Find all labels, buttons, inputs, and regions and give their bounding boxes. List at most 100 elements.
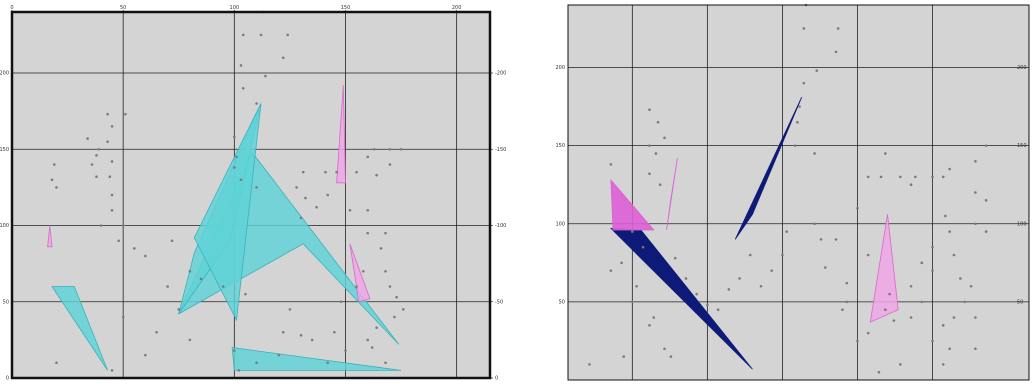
data-point (635, 284, 638, 288)
data-point (622, 355, 626, 358)
data-point (95, 154, 98, 157)
data-point (310, 338, 314, 342)
data-point (974, 316, 977, 319)
data-point (877, 370, 881, 374)
data-point (959, 277, 962, 280)
data-point (984, 199, 988, 202)
data-point (658, 183, 662, 186)
data-point (654, 152, 658, 155)
data-point (299, 334, 303, 337)
data-point (388, 163, 392, 166)
data-point (759, 284, 763, 288)
y-tick-label-right: 150 (1017, 143, 1027, 149)
data-point (259, 33, 263, 37)
cyan-polygon (231, 347, 402, 371)
data-point (384, 269, 387, 273)
data-point (931, 269, 934, 272)
data-point (241, 86, 245, 90)
data-point (384, 361, 387, 365)
data-point (963, 300, 966, 304)
left-scatter-chart: 0 50 100 150 200 0 50 100 150 200 0 -50 -100 -150 -200 (0, 5, 506, 382)
data-point (90, 163, 94, 166)
data-point (952, 316, 956, 319)
y-tick-label-right: 50 (1017, 299, 1023, 305)
x-tick-label: 0 (10, 5, 13, 11)
data-point (969, 284, 973, 288)
data-point (793, 144, 797, 147)
data-point (931, 245, 934, 249)
data-point (144, 353, 147, 357)
data-point (355, 285, 358, 288)
navy-polygon (734, 97, 803, 240)
y-tick-label-right: 100 (1017, 221, 1027, 227)
data-point (277, 353, 281, 357)
data-point (819, 238, 823, 241)
data-point (798, 105, 801, 108)
data-point (834, 238, 838, 241)
data-point (856, 339, 859, 343)
data-point (177, 308, 181, 311)
data-point (669, 355, 673, 358)
data-point (941, 324, 945, 327)
y-tick-label-left: 50 (3, 299, 9, 305)
magenta-polygon (666, 158, 678, 231)
data-point (815, 69, 819, 72)
data-point (836, 27, 840, 30)
y-tick-label-right: 200 (1017, 65, 1027, 71)
data-point (974, 222, 977, 226)
data-point (52, 163, 56, 166)
y-tick-label-left: 100 (555, 221, 565, 227)
data-point (395, 295, 398, 299)
data-point (281, 56, 285, 60)
data-point (920, 300, 924, 304)
data-point (401, 308, 405, 311)
data-point (333, 330, 336, 334)
data-point (813, 152, 816, 155)
data-point (366, 231, 370, 235)
data-point (648, 172, 651, 176)
data-point (813, 222, 816, 226)
data-point (355, 170, 358, 174)
data-point (399, 147, 403, 151)
data-point (909, 284, 913, 288)
data-point (155, 330, 158, 334)
data-point (856, 206, 859, 210)
data-point (648, 144, 651, 147)
data-point (866, 331, 870, 335)
data-point (324, 170, 327, 174)
data-point (388, 285, 392, 288)
data-point (373, 147, 376, 151)
data-point (239, 178, 243, 182)
pink-polygon (349, 243, 371, 303)
data-point (748, 253, 752, 257)
data-point (388, 147, 392, 151)
y-tick-label-right: -100 (495, 223, 506, 229)
data-point (121, 315, 125, 319)
data-point (706, 303, 709, 307)
data-point (239, 64, 243, 67)
data-point (781, 253, 784, 257)
data-point (121, 224, 125, 227)
data-point (841, 308, 844, 311)
data-point (866, 175, 870, 179)
x-tick-label: 200 (452, 5, 462, 11)
data-point (663, 136, 666, 140)
data-point (834, 50, 838, 54)
data-point (304, 196, 307, 200)
data-point (888, 292, 891, 296)
data-point (241, 33, 245, 37)
data-point (95, 175, 98, 178)
data-point (892, 319, 896, 322)
data-point (108, 175, 112, 178)
data-point (909, 316, 913, 319)
data-point (648, 108, 651, 111)
data-point (948, 167, 951, 171)
data-point (255, 102, 258, 105)
data-point (641, 245, 645, 249)
data-point (384, 231, 387, 235)
plot-background (568, 5, 1029, 380)
data-point (86, 137, 89, 140)
data-point (393, 315, 396, 319)
data-point (117, 239, 121, 243)
